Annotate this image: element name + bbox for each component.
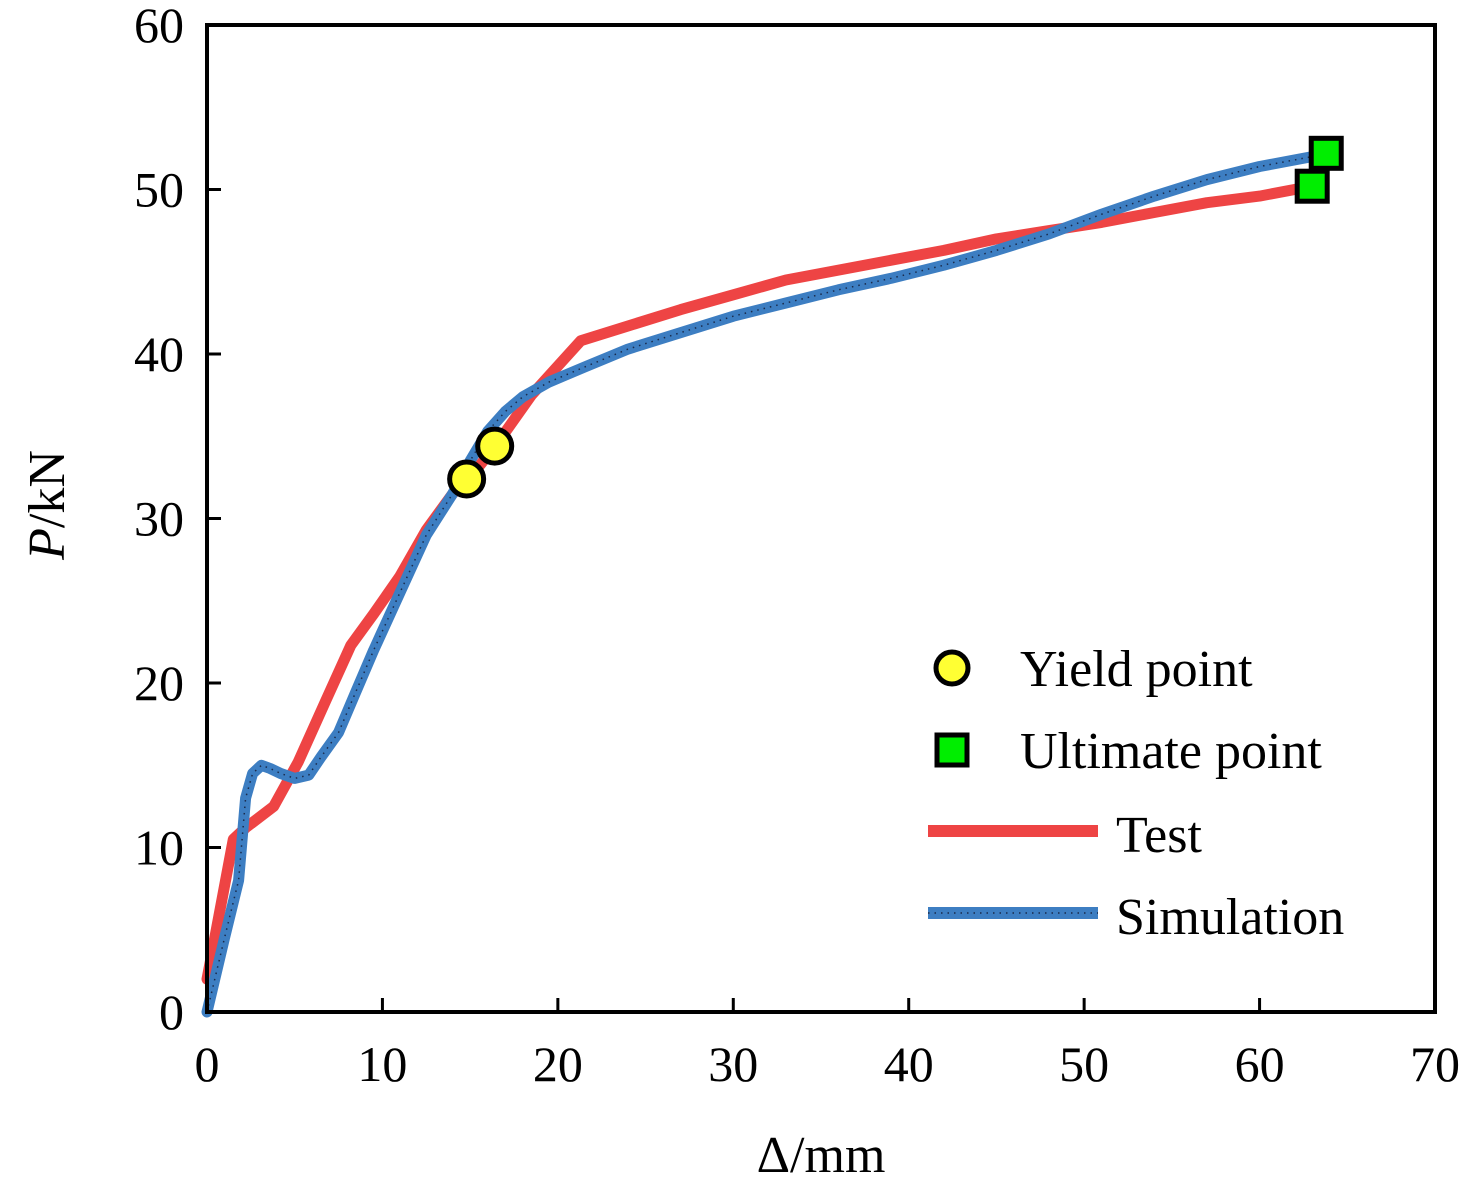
yield-point-marker-1 bbox=[475, 426, 515, 466]
y-tick-label-30: 30 bbox=[134, 491, 184, 547]
y-tick-label-20: 20 bbox=[134, 655, 184, 711]
x-tick-label-40: 40 bbox=[884, 1036, 934, 1092]
legend: Yield point Ultimate point Test Simulati… bbox=[928, 641, 1344, 946]
y-axis-title-symbol: P bbox=[19, 528, 76, 561]
y-axis-title-unit: /kN bbox=[19, 450, 76, 528]
x-tick-label-10: 10 bbox=[357, 1036, 407, 1092]
ultimate-point-marker-0 bbox=[1294, 168, 1330, 204]
legend-yield-marker bbox=[933, 649, 971, 687]
legend-ultimate-label: Ultimate point bbox=[1020, 723, 1322, 780]
y-tick-label-0: 0 bbox=[159, 984, 184, 1040]
legend-ultimate-marker bbox=[934, 732, 970, 768]
legend-simulation-label: Simulation bbox=[1116, 889, 1344, 946]
marker-layer bbox=[447, 135, 1344, 499]
x-tick-label-60: 60 bbox=[1235, 1036, 1285, 1092]
y-tick-label-10: 10 bbox=[134, 820, 184, 876]
x-tick-label-30: 30 bbox=[708, 1036, 758, 1092]
x-axis-title: Δ/mm bbox=[757, 1127, 886, 1184]
series-layer bbox=[201, 147, 1332, 1018]
x-tick-label-0: 0 bbox=[195, 1036, 220, 1092]
legend-test-label: Test bbox=[1116, 807, 1202, 864]
ultimate-point-marker-1 bbox=[1308, 135, 1344, 171]
tick-layer: 0 10 20 30 40 50 60 70 0 10 20 30 40 50 60 bbox=[134, 0, 1460, 1092]
x-tick-label-50: 50 bbox=[1059, 1036, 1109, 1092]
legend-yield-label: Yield point bbox=[1020, 641, 1253, 698]
yield-point-marker-0 bbox=[447, 459, 487, 499]
y-axis-title: P/kN bbox=[19, 450, 76, 561]
y-tick-label-60: 60 bbox=[134, 0, 184, 53]
series-line-simulation-dots bbox=[206, 152, 1327, 1013]
y-tick-label-40: 40 bbox=[134, 326, 184, 382]
x-tick-label-70: 70 bbox=[1410, 1036, 1460, 1092]
x-tick-label-20: 20 bbox=[533, 1036, 583, 1092]
y-tick-label-50: 50 bbox=[134, 162, 184, 218]
